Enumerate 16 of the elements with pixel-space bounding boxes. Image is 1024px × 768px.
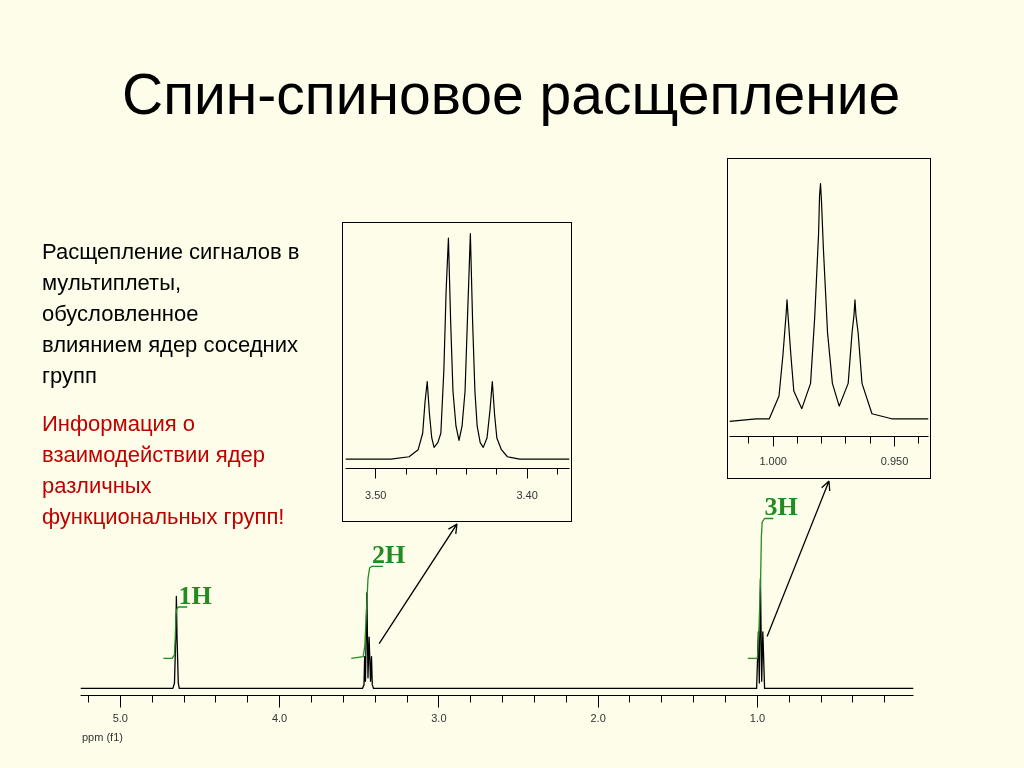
series-label: 3H	[764, 492, 798, 521]
x-tick-label: 3.50	[365, 488, 387, 501]
annotation: Информация о взаимодействии ядер различных функциональных групп!	[42, 410, 285, 531]
x-tick-label: 1.0	[749, 711, 766, 724]
text: Спин-спиновое расщепление	[122, 62, 901, 126]
x-tick-label: 0.950	[880, 454, 909, 467]
x-tick-label: 3.40	[516, 488, 538, 501]
series-label: 1H	[178, 580, 212, 610]
x-tick-label: 5.0	[112, 711, 128, 724]
text: Расщепление сигналов в мультиплеты, обусловленное влиянием ядер соседних групп	[42, 238, 300, 390]
x-tick-label: 4.0	[271, 711, 288, 724]
series-label: 2H	[371, 539, 406, 569]
x-axis-title: ppm (f1)	[82, 731, 123, 743]
x-tick-label: 1.000	[759, 454, 787, 467]
x-tick-label: 2.0	[590, 711, 606, 724]
x-tick-label: 3.0	[431, 711, 447, 724]
